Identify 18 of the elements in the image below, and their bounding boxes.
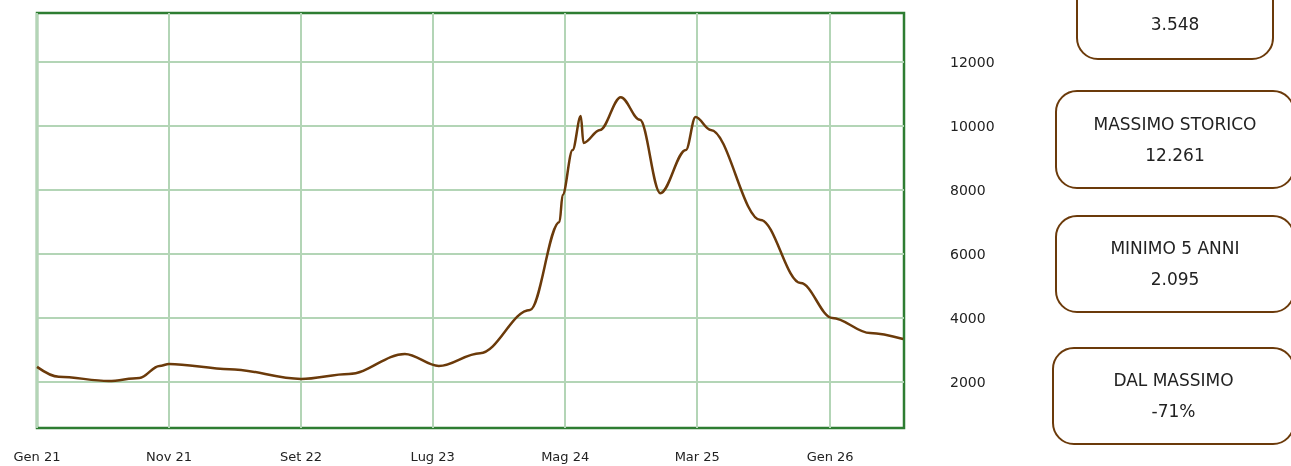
- card-frame: DAL MASSIMO -71%: [1052, 347, 1291, 445]
- y-tick-label: 6000: [950, 245, 986, 262]
- card-frame: MASSIMO STORICO 12.261: [1055, 90, 1291, 189]
- x-tick-label: Gen 21: [13, 449, 61, 464]
- y-tick-label: 4000: [950, 309, 986, 326]
- x-tick-label: Mar 25: [674, 449, 720, 464]
- y-tick-label: 12000: [950, 53, 995, 70]
- line-series: [35, 95, 905, 383]
- x-tick-label: Lug 23: [410, 449, 455, 464]
- x-tick-label: Nov 21: [146, 449, 193, 464]
- y-tick-label: 2000: [950, 373, 986, 390]
- x-tick-label: Mag 24: [541, 449, 590, 464]
- y-tick-label: 10000: [950, 117, 995, 134]
- x-tick-label: Gen 26: [806, 449, 854, 464]
- y-tick-label: 8000: [950, 181, 986, 198]
- card-frame: MINIMO 5 ANNI 2.095: [1055, 215, 1291, 313]
- card-frame: 3.548: [1076, 0, 1274, 60]
- x-tick-label: Set 22: [280, 449, 323, 464]
